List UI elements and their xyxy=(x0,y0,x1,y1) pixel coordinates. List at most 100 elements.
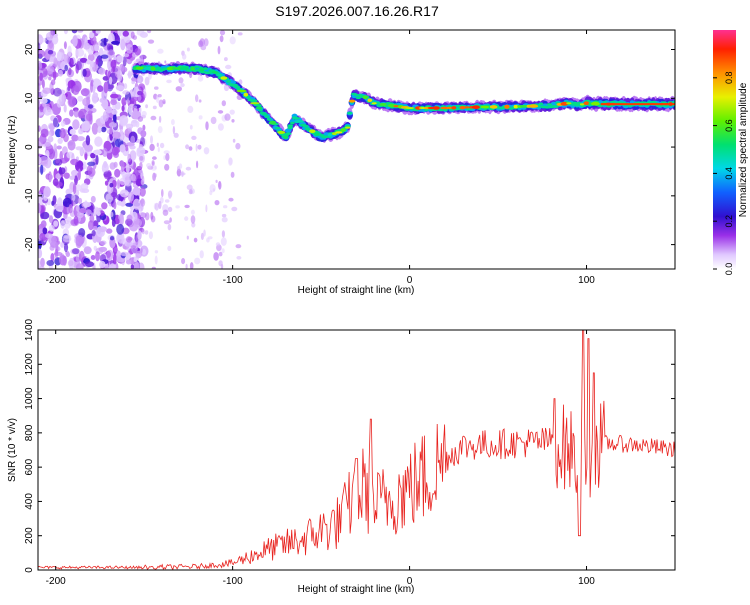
noise-blob xyxy=(65,251,71,257)
y-tick-label: 20 xyxy=(24,44,35,56)
noise-blob xyxy=(46,260,55,266)
noise-blob xyxy=(68,67,72,76)
noise-blob xyxy=(94,44,100,52)
noise-blob xyxy=(206,237,210,243)
noise-blob xyxy=(166,79,172,84)
track-peak xyxy=(179,66,189,71)
colorbar-tick-label: 0.4 xyxy=(724,167,734,180)
noise-blob xyxy=(218,251,223,257)
noise-blob xyxy=(66,56,70,64)
track-cell xyxy=(156,66,162,70)
noise-blob xyxy=(159,142,165,149)
colorbar-ticks: 0.0 0.2 0.4 0.6 0.8 xyxy=(713,72,734,275)
noise-blob xyxy=(143,91,147,99)
noise-blob xyxy=(181,170,184,177)
noise-blob xyxy=(87,167,96,177)
track-cell xyxy=(226,80,232,83)
noise-blob xyxy=(139,187,146,197)
noise-blob xyxy=(158,115,162,123)
track-cell xyxy=(287,124,294,127)
noise-blob xyxy=(138,83,146,91)
noise-blob xyxy=(218,260,223,267)
noise-blob xyxy=(164,60,167,64)
noise-blob xyxy=(200,45,207,51)
noise-blob xyxy=(85,113,93,122)
noise-blob xyxy=(217,123,224,131)
noise-blob xyxy=(205,204,208,213)
noise-blob xyxy=(77,95,84,102)
x-tick-label: -200 xyxy=(46,275,66,286)
noise-blob xyxy=(107,49,115,59)
noise-blob xyxy=(145,104,149,109)
noise-blob xyxy=(178,163,183,169)
noise-blob xyxy=(119,144,126,153)
track-peak xyxy=(332,132,337,136)
noise-blob xyxy=(62,235,72,243)
noise-blob xyxy=(92,225,98,230)
noise-blob xyxy=(123,83,128,90)
track-cell xyxy=(255,104,262,107)
track-peak xyxy=(348,99,356,103)
colorbar-label: Normalized spectral amplitude xyxy=(738,82,749,217)
noise-blob xyxy=(139,31,148,38)
x-tick-label: 100 xyxy=(578,275,595,286)
noise-blob xyxy=(181,258,186,265)
noise-blob xyxy=(96,211,101,217)
noise-blob xyxy=(119,63,125,72)
noise-blob xyxy=(140,248,143,253)
noise-blob xyxy=(212,188,216,192)
track-peak xyxy=(199,68,205,72)
noise-blob xyxy=(63,104,67,113)
noise-blob xyxy=(219,30,226,36)
snr-y-label: SNR (10 * v/v) xyxy=(7,418,18,482)
noise-blob xyxy=(109,235,115,241)
noise-blob xyxy=(38,109,41,119)
noise-blob xyxy=(173,132,179,138)
noise-blob xyxy=(109,162,116,170)
noise-blob xyxy=(126,242,131,252)
noise-blob xyxy=(110,59,117,69)
track-peak xyxy=(362,95,368,100)
noise-blob xyxy=(130,264,135,269)
track-peak xyxy=(560,101,569,106)
noise-blob xyxy=(64,64,68,72)
noise-blob xyxy=(90,255,96,260)
noise-blob xyxy=(161,189,164,198)
noise-blob xyxy=(131,111,136,116)
noise-blob xyxy=(125,123,134,129)
noise-blob xyxy=(137,90,143,96)
noise-blob xyxy=(102,147,108,157)
track-peak xyxy=(432,106,440,110)
track-peak xyxy=(405,107,415,109)
noise-blob xyxy=(71,193,76,202)
noise-blob xyxy=(221,230,225,238)
noise-blob xyxy=(198,115,203,120)
noise-blob xyxy=(60,242,64,248)
track-cell xyxy=(266,118,272,121)
noise-blob xyxy=(144,76,150,86)
noise-blob xyxy=(120,251,129,257)
noise-blob xyxy=(103,171,112,178)
track-cell xyxy=(258,109,263,112)
track-peak xyxy=(314,132,320,136)
track-peak xyxy=(250,102,260,105)
noise-blob xyxy=(75,263,84,269)
noise-blob xyxy=(45,109,54,115)
noise-blob xyxy=(153,173,157,178)
track-cell xyxy=(284,132,292,135)
noise-blob xyxy=(111,218,116,227)
spectrogram-frame xyxy=(37,29,676,270)
noise-blob xyxy=(83,42,91,50)
noise-blob xyxy=(48,174,53,180)
noise-blob xyxy=(167,245,172,251)
track-cell xyxy=(250,99,258,102)
noise-blob xyxy=(63,41,67,50)
noise-blob xyxy=(100,41,107,47)
noise-blob xyxy=(57,58,61,71)
noise-blob xyxy=(72,119,80,130)
noise-blob xyxy=(135,254,140,259)
noise-blob xyxy=(95,154,99,165)
noise-blob xyxy=(195,143,198,152)
track-cell xyxy=(353,93,359,97)
